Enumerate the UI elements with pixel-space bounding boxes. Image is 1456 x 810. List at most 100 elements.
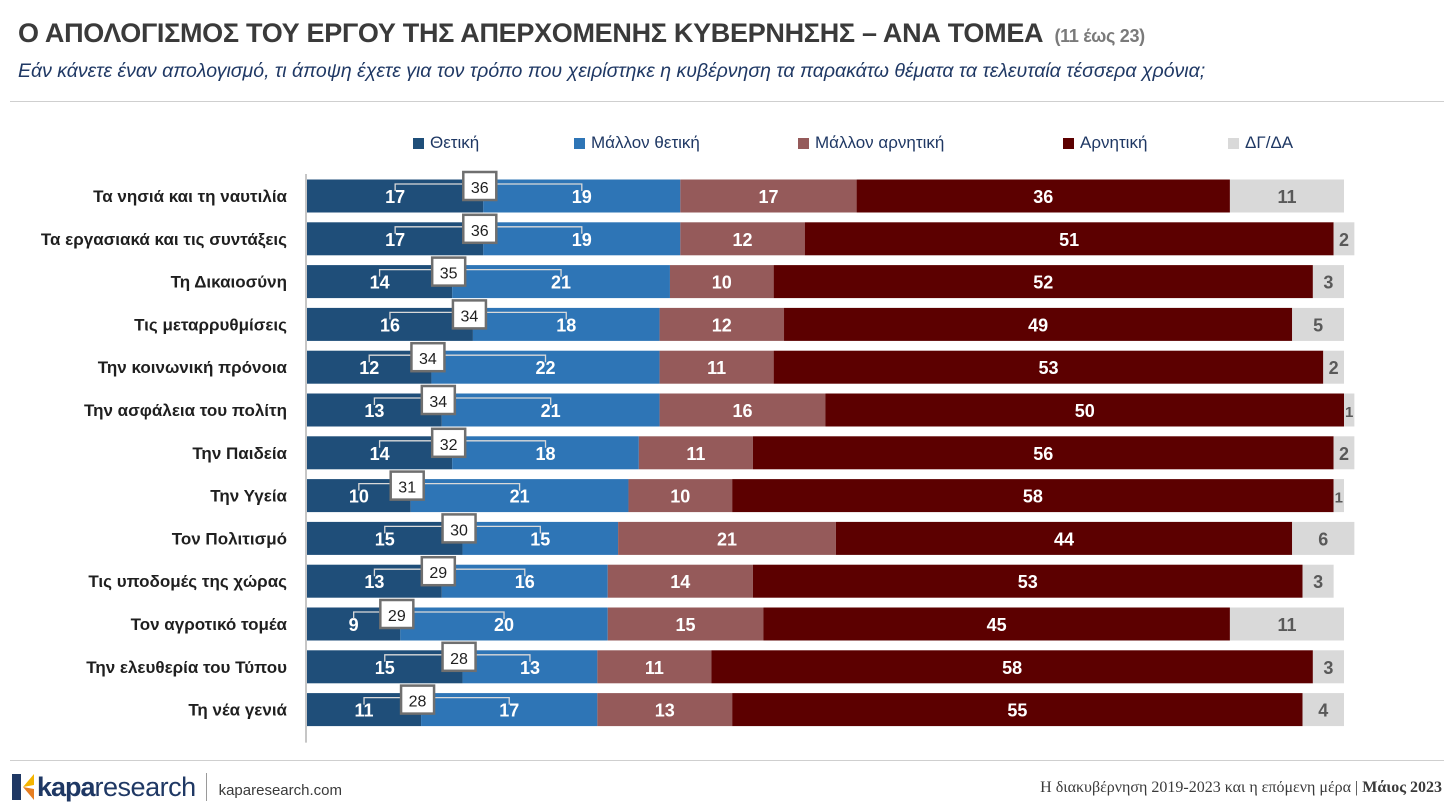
- data-label: 16: [380, 315, 400, 335]
- data-label: 13: [655, 701, 675, 721]
- data-label: 11: [707, 358, 726, 378]
- data-label: 13: [520, 658, 540, 678]
- positive-total-box: [451, 299, 488, 330]
- positive-total-box: [441, 641, 477, 673]
- data-label: 10: [712, 273, 732, 293]
- positive-total-label: 28: [450, 651, 468, 668]
- y-tick-label: Την ασφάλεια του πολίτη: [84, 401, 287, 420]
- data-label: 12: [359, 358, 379, 378]
- legend-label: Θετική: [430, 133, 480, 152]
- bar-negative: [711, 650, 1313, 684]
- kapa-research-logo: kapa research kaparesearch.com: [12, 771, 342, 803]
- legend-label: Αρνητική: [1080, 133, 1148, 152]
- data-label: 21: [551, 273, 571, 293]
- data-label: 15: [675, 615, 695, 635]
- legend-item: Αρνητική: [1063, 133, 1147, 153]
- data-label: 53: [1018, 572, 1038, 592]
- bar-negative: [773, 265, 1313, 299]
- data-label: 11: [355, 701, 374, 721]
- data-label: 18: [556, 315, 576, 335]
- bar-mostly-negative: [597, 693, 733, 727]
- bar-dk-na: [1312, 265, 1344, 299]
- data-label: 3: [1323, 273, 1333, 293]
- y-tick-label: Την κοινωνική πρόνοια: [98, 358, 288, 377]
- data-label: 18: [535, 444, 555, 464]
- y-tick-label: Τη Δικαιοσύνη: [171, 273, 287, 292]
- legend-label: Μάλλον αρνητική: [815, 133, 945, 152]
- positive-total-box: [462, 213, 498, 245]
- data-label: 16: [515, 572, 535, 592]
- bar-negative: [856, 179, 1230, 213]
- positive-bracket: [353, 611, 505, 619]
- positive-total-label: 29: [429, 565, 447, 582]
- bar-mostly-negative: [669, 265, 774, 299]
- data-label: 21: [541, 401, 561, 421]
- data-label: 17: [758, 187, 778, 207]
- positive-total-label: 32: [440, 437, 458, 454]
- bar-negative: [763, 607, 1230, 641]
- data-label: 36: [1033, 187, 1053, 207]
- data-label: 3: [1323, 658, 1333, 678]
- bar-mostly-negative: [618, 521, 836, 555]
- positive-total-box: [420, 384, 457, 416]
- data-label: 13: [364, 572, 384, 592]
- logo-separator: [205, 773, 207, 801]
- bar-dk-na: [1229, 179, 1344, 213]
- data-label: 56: [1033, 444, 1053, 464]
- bar-dk-na: [1323, 350, 1344, 384]
- bar-dk-na: [1292, 521, 1355, 555]
- bar-dk-na: [1333, 479, 1344, 513]
- data-label: 15: [375, 658, 395, 678]
- positive-total-box: [462, 170, 498, 202]
- title-range: (11 έως 23): [1054, 26, 1145, 46]
- positive-total-box: [399, 684, 436, 715]
- data-label: 3: [1313, 572, 1323, 592]
- y-tick-label: Τη νέα γενιά: [188, 701, 287, 720]
- page-subtitle: Εάν κάνετε έναν απολογισμό, τι άποψη έχε…: [18, 60, 1206, 82]
- y-tick-label: Τις μεταρρυθμίσεις: [134, 315, 287, 334]
- footer-report-info: Η διακυβέρνηση 2019-2023 και η επόμενη μ…: [1040, 779, 1442, 797]
- data-label: 6: [1318, 529, 1328, 549]
- legend-swatch: [413, 137, 424, 149]
- data-label: 10: [670, 487, 690, 507]
- data-label: 11: [1277, 187, 1296, 207]
- bar-mostly-negative: [638, 436, 753, 470]
- bar-dk-na: [1333, 436, 1355, 470]
- footer-date: Μάιος 2023: [1362, 779, 1442, 796]
- bar-dk-na: [1312, 650, 1344, 684]
- data-label: 21: [510, 487, 530, 507]
- positive-total-label: 34: [429, 394, 447, 411]
- logo-kapa-text: kapa: [37, 771, 96, 802]
- data-label: 11: [1277, 615, 1296, 635]
- legend-item: Μάλλον αρνητική: [798, 133, 944, 153]
- footer-separator: |: [1355, 779, 1359, 796]
- data-label: 15: [530, 529, 550, 549]
- kapa-logo-mark-icon: [12, 774, 34, 800]
- bar-mostly-negative: [680, 179, 857, 213]
- y-tick-label: Την ελευθερία του Τύπου: [86, 658, 287, 677]
- legend-label: Μάλλον θετική: [591, 133, 700, 152]
- data-label: 1: [1345, 404, 1353, 421]
- data-label: 53: [1038, 358, 1058, 378]
- footer-url-link[interactable]: kaparesearch.com: [218, 781, 342, 799]
- data-label: 10: [349, 487, 369, 507]
- bar-negative: [773, 350, 1324, 384]
- bar-mostly-negative: [597, 650, 712, 684]
- y-tick-label: Τα νησιά και τη ναυτιλία: [93, 187, 287, 206]
- data-label: 45: [987, 615, 1007, 635]
- data-label: 5: [1313, 315, 1323, 335]
- positive-total-box: [389, 470, 425, 501]
- data-label: 17: [385, 230, 405, 250]
- bar-dk-na: [1333, 222, 1355, 256]
- bar-negative: [752, 436, 1334, 470]
- positive-total-label: 28: [409, 694, 427, 711]
- footer-divider: [10, 760, 1444, 761]
- y-tick-label: Την Παιδεία: [192, 444, 287, 463]
- bar-mostly-negative: [680, 222, 805, 256]
- data-label: 17: [499, 701, 519, 721]
- bar-negative: [825, 393, 1344, 427]
- header-divider: [10, 101, 1444, 102]
- bar-dk-na: [1229, 607, 1344, 641]
- page-title: Ο ΑΠΟΛΟΓΙΣΜΟΣ ΤΟΥ ΕΡΓΟΥ ΤΗΣ ΑΠΕΡΧΟΜΕΝΗΣ …: [18, 18, 1145, 49]
- legend-item: ΔΓ/ΔΑ: [1228, 133, 1293, 153]
